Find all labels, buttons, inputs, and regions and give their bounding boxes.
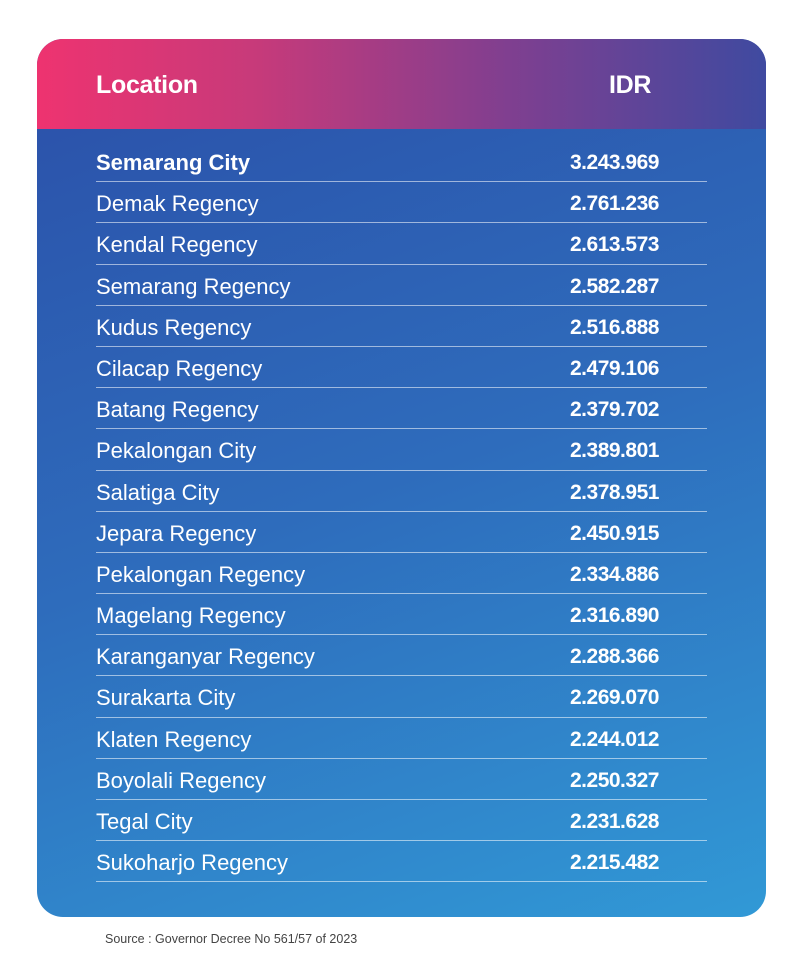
- table-row: Magelang Regency 2.316.890: [96, 594, 707, 636]
- table-row: Pekalongan City 2.389.801: [96, 429, 707, 471]
- table-row: Pekalongan Regency 2.334.886: [96, 553, 707, 595]
- row-idr-value: 2.244.012: [570, 727, 659, 751]
- row-location: Surakarta City: [96, 685, 236, 711]
- row-location: Pekalongan City: [96, 438, 257, 464]
- row-idr-value: 2.288.366: [570, 645, 659, 669]
- table-row: Batang Regency 2.379.702: [96, 388, 707, 430]
- row-location: Boyolali Regency: [96, 767, 266, 793]
- row-idr-value: 2.479.106: [570, 356, 659, 380]
- row-location: Demak Regency: [96, 191, 259, 217]
- row-idr-value: 2.269.070: [570, 686, 659, 710]
- wage-table-card: Location IDR Semarang City 3.243.969 Demak…: [37, 39, 766, 917]
- table-row: Kendal Regency 2.613.573: [96, 223, 707, 265]
- row-idr-value: 2.231.628: [570, 810, 659, 833]
- table-row: Demak Regency 2.761.236: [96, 182, 707, 224]
- row-idr-value: 2.215.482: [570, 851, 659, 875]
- table-row: Jepara Regency 2.450.915: [96, 512, 707, 553]
- table-row: Klaten Regency 2.244.012: [96, 718, 707, 759]
- row-idr-value: 3.243.969: [570, 151, 659, 174]
- table-row: Karanganyar Regency 2.288.366: [96, 635, 707, 677]
- row-idr-value: 2.516.888: [570, 315, 659, 339]
- source-note: Source : Governor Decree No 561/57 of 20…: [105, 932, 358, 946]
- row-location: Magelang Regency: [96, 603, 286, 629]
- row-location: Batang Regency: [96, 397, 259, 423]
- table-row: Salatiga City 2.378.951: [96, 471, 707, 512]
- row-location: Klaten Regency: [96, 726, 252, 752]
- table-row: Tegal City 2.231.628: [96, 800, 707, 842]
- row-idr-value: 2.334.886: [570, 562, 659, 586]
- row-idr-value: 2.761.236: [570, 192, 659, 216]
- row-location: Karanganyar Regency: [96, 644, 315, 670]
- table-row: Kudus Regency 2.516.888: [96, 306, 707, 347]
- row-location: Sukoharjo Regency: [96, 850, 289, 876]
- table-row: Semarang City 3.243.969: [96, 141, 707, 183]
- row-location: Cilacap Regency: [96, 355, 263, 381]
- row-location: Kendal Regency: [96, 232, 258, 258]
- header-location: Location: [96, 71, 198, 99]
- table-row: Cilacap Regency 2.479.106: [96, 347, 707, 389]
- header-idr: IDR: [609, 71, 652, 99]
- row-location: Jepara Regency: [96, 520, 257, 546]
- table-row: Semarang Regency 2.582.287: [96, 265, 707, 306]
- row-location: Pekalongan Regency: [96, 561, 306, 587]
- row-idr-value: 2.316.890: [570, 604, 659, 628]
- table-row: Sukoharjo Regency 2.215.482: [96, 841, 707, 883]
- row-idr-value: 2.450.915: [570, 521, 659, 545]
- row-idr-value: 2.250.327: [570, 768, 659, 792]
- row-idr-value: 2.582.287: [570, 274, 659, 298]
- row-location: Tegal City: [96, 809, 193, 834]
- table-header: Location IDR: [37, 39, 766, 129]
- row-idr-value: 2.378.951: [570, 480, 659, 504]
- row-idr-value: 2.379.702: [570, 398, 659, 422]
- row-idr-value: 2.613.573: [570, 233, 659, 257]
- row-location: Kudus Regency: [96, 314, 252, 340]
- row-location: Semarang City: [96, 150, 251, 175]
- table-row: Boyolali Regency 2.250.327: [96, 759, 707, 800]
- row-location: Semarang Regency: [96, 273, 291, 299]
- row-idr-value: 2.389.801: [570, 439, 659, 463]
- table-body: Semarang City 3.243.969 Demak Regency 2.761…: [96, 141, 707, 883]
- table-row: Surakarta City 2.269.070: [96, 676, 707, 718]
- row-location: Salatiga City: [96, 479, 220, 505]
